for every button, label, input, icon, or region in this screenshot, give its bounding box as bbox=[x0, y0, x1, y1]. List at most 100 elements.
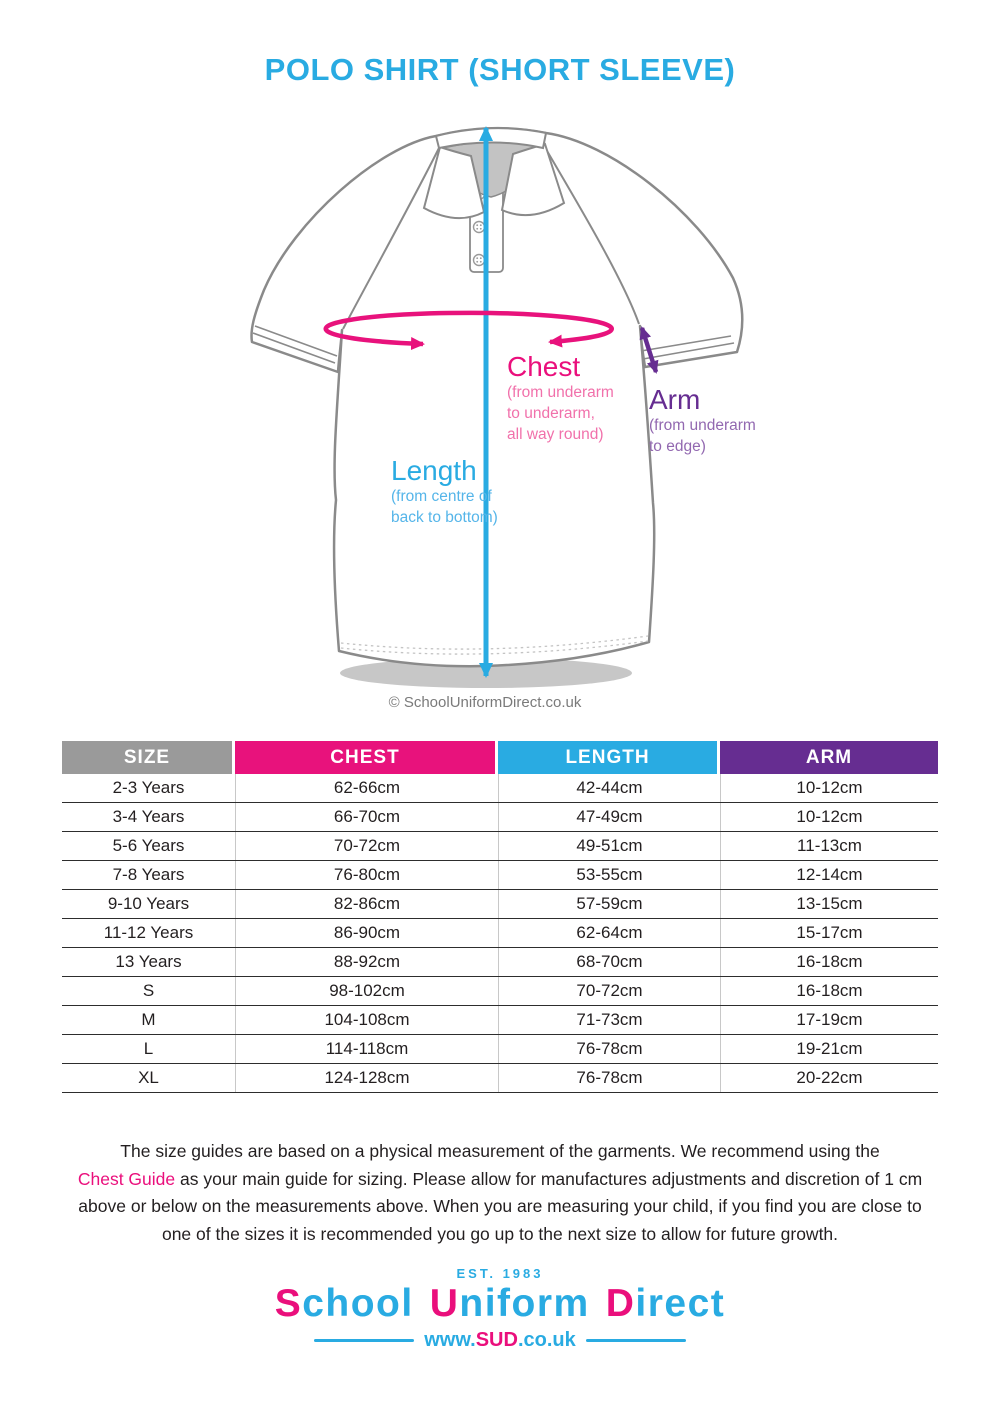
logo-brand-name: School Uniform Direct bbox=[0, 1282, 1000, 1326]
table-cell: 76-78cm bbox=[499, 1035, 721, 1063]
logo-rule-left bbox=[314, 1339, 415, 1342]
table-cell: 57-59cm bbox=[499, 890, 721, 918]
chest-label-sub: to underarm, bbox=[507, 405, 595, 422]
note-line: The size guides are based on a physical … bbox=[120, 1141, 880, 1161]
column-header-length: LENGTH bbox=[498, 741, 717, 774]
table-cell: 47-49cm bbox=[499, 803, 721, 831]
note-line: one of the sizes it is recommended you g… bbox=[161, 1223, 839, 1244]
table-cell: 70-72cm bbox=[236, 832, 499, 860]
table-cell: XL bbox=[62, 1064, 236, 1092]
table-cell: 19-21cm bbox=[796, 1039, 863, 1058]
raglan-seam-left bbox=[342, 147, 440, 330]
table-cell: 76-80cm bbox=[236, 861, 499, 889]
table-cell: 49-51cm bbox=[499, 832, 721, 860]
table-cell: 104-108cm bbox=[236, 1006, 499, 1034]
logo-rule-right bbox=[585, 1339, 686, 1342]
chest-label-sub: all way round) bbox=[507, 426, 604, 443]
table-cell: 15-17cm bbox=[796, 923, 863, 942]
note-line: Chest Guide as your main guide for sizin… bbox=[0, 1166, 1000, 1194]
chest-label-title: Chest bbox=[507, 351, 581, 382]
raglan-seam-right bbox=[542, 143, 640, 325]
table-row: 13 Years 88-92cm 68-70cm 16-18cm bbox=[62, 948, 938, 977]
table-cell: 114-118cm bbox=[236, 1035, 499, 1063]
table-cell: 13-15cm bbox=[796, 894, 863, 913]
table-cell: 53-55cm bbox=[499, 861, 721, 889]
table-cell: 16-18cm bbox=[796, 981, 863, 1000]
logo-website: www.SUD.co.uk bbox=[0, 1329, 1000, 1352]
table-cell: 20-22cm bbox=[796, 1068, 863, 1087]
table-cell: 62-66cm bbox=[236, 774, 499, 802]
table-row: L 114-118cm 76-78cm 19-21cm bbox=[62, 1035, 938, 1064]
table-cell: 10-12cm bbox=[796, 807, 863, 826]
table-cell: 82-86cm bbox=[236, 890, 499, 918]
table-cell: 5-6 Years bbox=[62, 832, 236, 860]
table-cell: 98-102cm bbox=[236, 977, 499, 1005]
table-cell: 42-44cm bbox=[499, 774, 721, 802]
sizing-note: The size guides are based on a physical … bbox=[0, 1138, 1000, 1248]
logo-word: Uniform bbox=[429, 1282, 590, 1325]
table-cell: 3-4 Years bbox=[62, 803, 236, 831]
table-row: 11-12 Years 86-90cm 62-64cm 15-17cm bbox=[62, 919, 938, 948]
table-cell: 66-70cm bbox=[236, 803, 499, 831]
table-cell: 9-10 Years bbox=[62, 890, 236, 918]
table-row: 5-6 Years 70-72cm 49-51cm 11-13cm bbox=[62, 832, 938, 861]
length-label-sub: back to bottom) bbox=[391, 509, 498, 526]
table-cell: 68-70cm bbox=[499, 948, 721, 976]
shirt-silhouette bbox=[250, 126, 744, 668]
arm-measurement-label: Arm (from underarm to edge) bbox=[649, 385, 756, 457]
arm-label-sub: to edge) bbox=[649, 438, 706, 455]
button-icon bbox=[472, 253, 486, 267]
table-cell: 76-78cm bbox=[499, 1064, 721, 1092]
table-cell: 124-128cm bbox=[236, 1064, 499, 1092]
table-row: XL 124-128cm 76-78cm 20-22cm bbox=[62, 1064, 938, 1093]
size-table: SIZE CHEST LENGTH ARM 2-3 Years 62-66cm 42-44… bbox=[62, 741, 938, 1093]
note-line: above or below on the measurements above… bbox=[78, 1196, 922, 1216]
button-icon bbox=[472, 220, 486, 234]
table-cell: L bbox=[62, 1035, 236, 1063]
polo-shirt-illustration bbox=[250, 126, 744, 688]
length-label-sub: (from centre of bbox=[391, 488, 492, 505]
table-cell: 86-90cm bbox=[236, 919, 499, 947]
arm-arrow bbox=[639, 326, 659, 374]
table-row: S 98-102cm 70-72cm 16-18cm bbox=[62, 977, 938, 1006]
column-header-arm: ARM bbox=[720, 741, 938, 774]
hem-stitching bbox=[340, 635, 649, 655]
table-cell: 10-12cm bbox=[796, 778, 863, 797]
table-cell: 17-19cm bbox=[796, 1010, 863, 1029]
logo-word: Direct bbox=[605, 1282, 726, 1325]
table-cell: 11-13cm bbox=[797, 836, 862, 855]
brand-logo: EST. 1983 School Uniform Direct www.SUD.co… bbox=[0, 1266, 1000, 1352]
chest-arrow bbox=[323, 310, 614, 351]
table-cell: M bbox=[62, 1006, 236, 1034]
table-cell: 13 Years bbox=[62, 948, 236, 976]
arm-label-sub: (from underarm bbox=[649, 417, 756, 434]
table-row: 3-4 Years 66-70cm 47-49cm 10-12cm bbox=[62, 803, 938, 832]
copyright-text: © SchoolUniformDirect.co.uk bbox=[388, 694, 582, 711]
size-table-body: 2-3 Years 62-66cm 42-44cm 10-12cm 3-4 Years 6… bbox=[62, 774, 938, 1093]
table-cell: 70-72cm bbox=[499, 977, 721, 1005]
left-cuff-band bbox=[252, 325, 338, 364]
chest-measurement-label: Chest (from underarm to underarm, all wa… bbox=[507, 352, 614, 445]
column-header-chest: CHEST bbox=[235, 741, 495, 774]
logo-word: School bbox=[274, 1282, 414, 1325]
size-table-header: SIZE CHEST LENGTH ARM bbox=[62, 741, 938, 774]
table-row: 9-10 Years 82-86cm 57-59cm 13-15cm bbox=[62, 890, 938, 919]
table-cell: 62-64cm bbox=[499, 919, 721, 947]
arm-label-title: Arm bbox=[649, 384, 701, 415]
table-cell: 71-73cm bbox=[499, 1006, 721, 1034]
table-cell: 2-3 Years bbox=[62, 774, 236, 802]
table-cell: 16-18cm bbox=[796, 952, 863, 971]
table-cell: 7-8 Years bbox=[62, 861, 236, 889]
chest-guide-text: Chest Guide bbox=[77, 1168, 176, 1189]
note-line-rest: as your main guide for sizing. Please al… bbox=[175, 1168, 923, 1189]
table-cell: 12-14cm bbox=[796, 865, 863, 884]
page-title: POLO SHIRT (SHORT SLEEVE) bbox=[264, 52, 736, 87]
logo-web-text: www.SUD.co.uk bbox=[424, 1329, 576, 1351]
table-row: 7-8 Years 76-80cm 53-55cm 12-14cm bbox=[62, 861, 938, 890]
table-cell: 11-12 Years bbox=[62, 919, 236, 947]
table-row: M 104-108cm 71-73cm 17-19cm bbox=[62, 1006, 938, 1035]
length-label-title: Length bbox=[391, 455, 477, 486]
table-cell: S bbox=[62, 977, 236, 1005]
column-header-size: SIZE bbox=[62, 741, 232, 774]
